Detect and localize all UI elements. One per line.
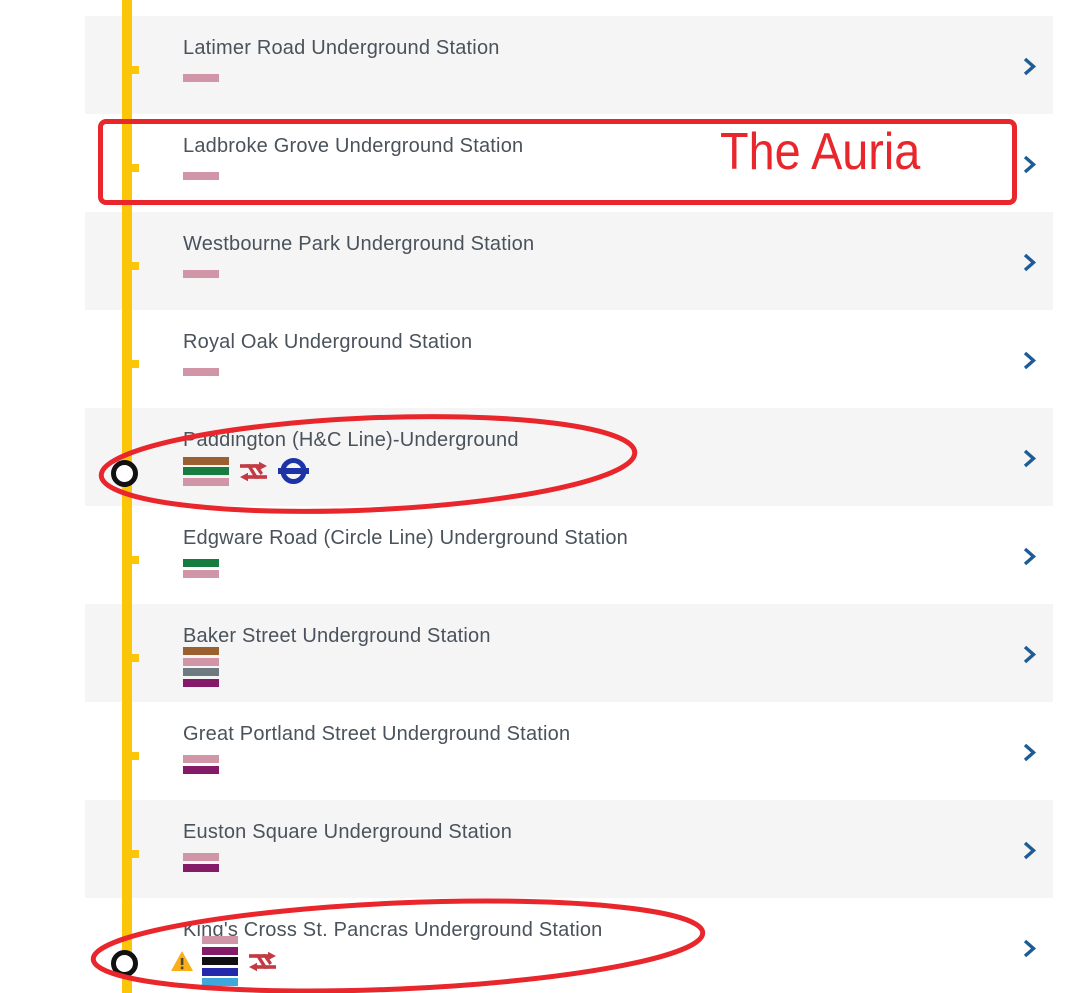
station-name: Westbourne Park Underground Station <box>183 233 535 255</box>
station-line-indicators <box>183 647 219 687</box>
hammersmith-city-line-bar <box>183 368 219 376</box>
northern-line-bar <box>202 957 238 965</box>
station-row[interactable]: Paddington (H&C Line)-Underground <box>85 408 1053 506</box>
route-line <box>122 0 132 993</box>
line-indicator-stack <box>183 755 219 774</box>
hammersmith-city-line-bar <box>183 172 219 180</box>
national-rail-icon <box>240 461 267 481</box>
station-tick-marker <box>130 262 139 270</box>
line-indicator-stack <box>183 853 219 872</box>
station-row[interactable]: Edgware Road (Circle Line) Underground S… <box>85 506 1053 604</box>
hammersmith-city-line-bar <box>183 569 219 578</box>
hammersmith-city-line-bar <box>183 270 219 278</box>
station-row[interactable]: Latimer Road Underground Station <box>85 16 1053 114</box>
line-indicator-stack <box>183 456 229 486</box>
station-line-indicators <box>183 755 219 774</box>
station-name: Latimer Road Underground Station <box>183 37 500 59</box>
bakerloo-line-bar <box>183 647 219 655</box>
station-tick-marker <box>130 164 139 172</box>
interchange-marker <box>111 950 138 977</box>
station-name: Edgware Road (Circle Line) Underground S… <box>183 527 628 549</box>
station-line-indicators <box>183 172 219 180</box>
station-line-indicators <box>183 853 219 872</box>
hammersmith-city-line-bar <box>183 755 219 763</box>
station-line-indicators <box>183 270 219 278</box>
hammersmith-city-line-bar <box>183 657 219 666</box>
hammersmith-city-line-bar <box>183 477 229 486</box>
station-tick-marker <box>130 556 139 564</box>
hammersmith-city-line-bar <box>202 936 238 944</box>
station-row[interactable]: Great Portland Street Underground Statio… <box>85 702 1053 800</box>
chevron-right-icon[interactable] <box>1022 449 1037 468</box>
chevron-right-icon[interactable] <box>1022 253 1037 272</box>
station-tick-marker <box>130 360 139 368</box>
station-name: Euston Square Underground Station <box>183 821 513 843</box>
line-indicator-stack <box>183 559 219 578</box>
chevron-right-icon[interactable] <box>1022 841 1037 860</box>
chevron-right-icon[interactable] <box>1022 155 1037 174</box>
national-rail-icon <box>249 951 276 971</box>
chevron-right-icon[interactable] <box>1022 547 1037 566</box>
line-indicator-stack <box>183 74 219 82</box>
station-line-indicators <box>170 936 277 986</box>
metropolitan-line-bar <box>183 678 219 687</box>
victoria-line-bar <box>202 978 238 986</box>
roundel-icon <box>278 458 309 484</box>
piccadilly-line-bar <box>202 967 238 976</box>
station-name: Royal Oak Underground Station <box>183 331 473 353</box>
station-name: Great Portland Street Underground Statio… <box>183 723 571 745</box>
station-name: Baker Street Underground Station <box>183 625 491 647</box>
station-row[interactable]: Euston Square Underground Station <box>85 800 1053 898</box>
metropolitan-line-bar <box>202 946 238 955</box>
station-line-indicators <box>183 368 219 376</box>
station-line-indicators <box>183 74 219 82</box>
metropolitan-line-bar <box>183 863 219 872</box>
chevron-right-icon[interactable] <box>1022 743 1037 762</box>
station-list: Latimer Road Underground Station Ladbrok… <box>85 16 1053 993</box>
station-line-indicators <box>183 456 309 486</box>
warning-icon <box>171 951 193 971</box>
chevron-right-icon[interactable] <box>1022 939 1037 958</box>
station-name: Paddington (H&C Line)-Underground <box>183 429 519 451</box>
chevron-right-icon[interactable] <box>1022 351 1037 370</box>
metropolitan-line-bar <box>183 765 219 774</box>
station-row[interactable]: Westbourne Park Underground Station <box>85 212 1053 310</box>
interchange-marker <box>111 460 138 487</box>
district-line-bar <box>183 559 219 567</box>
district-line-bar <box>183 467 229 475</box>
hammersmith-city-line-bar <box>183 853 219 861</box>
station-tick-marker <box>130 850 139 858</box>
station-row[interactable]: King's Cross St. Pancras Underground Sta… <box>85 898 1053 993</box>
station-tick-marker <box>130 66 139 74</box>
line-indicator-stack <box>202 936 238 986</box>
line-indicator-stack <box>183 368 219 376</box>
jubilee-line-bar <box>183 668 219 676</box>
station-row[interactable]: Royal Oak Underground Station <box>85 310 1053 408</box>
line-indicator-stack <box>183 270 219 278</box>
station-row[interactable]: Baker Street Underground Station <box>85 604 1053 702</box>
station-line-indicators <box>183 559 219 578</box>
line-indicator-stack <box>183 647 219 687</box>
chevron-right-icon[interactable] <box>1022 57 1037 76</box>
station-tick-marker <box>130 654 139 662</box>
line-indicator-stack <box>183 172 219 180</box>
chevron-right-icon[interactable] <box>1022 645 1037 664</box>
station-row[interactable]: Ladbroke Grove Underground Station <box>85 114 1053 212</box>
hammersmith-city-line-bar <box>183 74 219 82</box>
station-name: Ladbroke Grove Underground Station <box>183 135 524 157</box>
station-tick-marker <box>130 752 139 760</box>
bakerloo-line-bar <box>183 456 229 465</box>
